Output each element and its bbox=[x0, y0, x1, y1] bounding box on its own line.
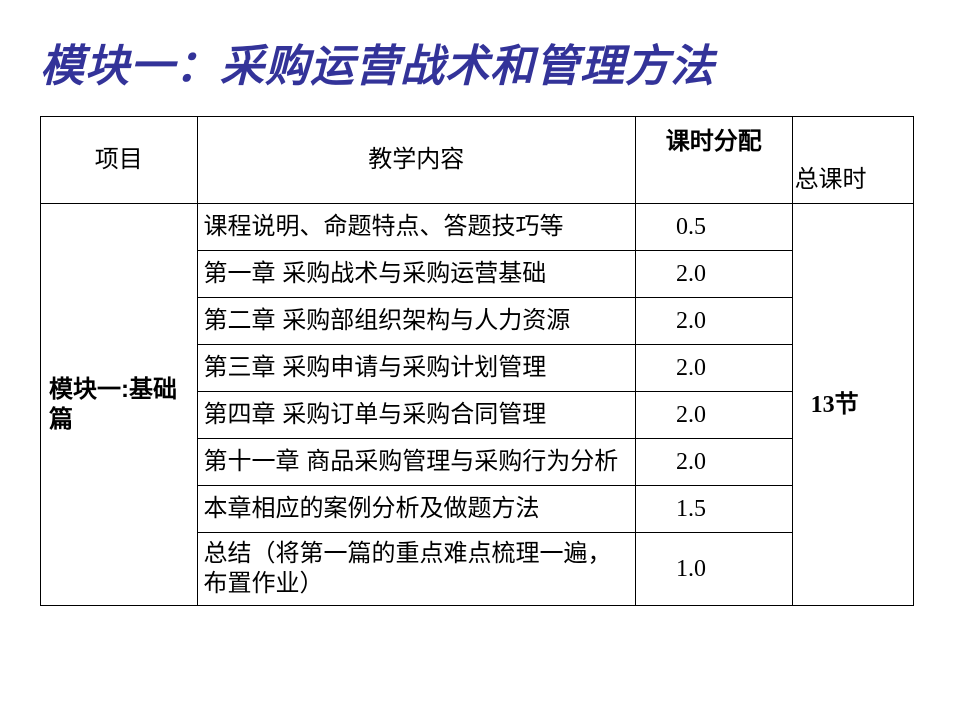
course-table: 项目 教学内容 课时分配 总课时 模块一:基础篇 课程说明、命题特点、答题技巧等… bbox=[40, 116, 914, 606]
hours-cell: 2.0 bbox=[636, 345, 793, 392]
page-title: 模块一：采购运营战术和管理方法 bbox=[40, 30, 920, 94]
content-cell: 第一章 采购战术与采购运营基础 bbox=[197, 251, 636, 298]
content-cell: 本章相应的案例分析及做题方法 bbox=[197, 486, 636, 533]
content-cell: 第三章 采购申请与采购计划管理 bbox=[197, 345, 636, 392]
content-cell: 总结（将第一篇的重点难点梳理一遍，布置作业） bbox=[197, 533, 636, 606]
table-row: 模块一:基础篇 课程说明、命题特点、答题技巧等 0.5 13节 bbox=[41, 204, 914, 251]
hours-cell: 0.5 bbox=[636, 204, 793, 251]
hours-value: 1.0 bbox=[676, 556, 706, 582]
hours-cell: 2.0 bbox=[636, 392, 793, 439]
hours-value: 2.0 bbox=[676, 355, 706, 381]
project-cell: 模块一:基础篇 bbox=[41, 204, 198, 606]
hours-value: 2.0 bbox=[676, 402, 706, 428]
content-cell: 第四章 采购订单与采购合同管理 bbox=[197, 392, 636, 439]
header-total: 总课时 bbox=[792, 117, 913, 204]
content-cell: 第二章 采购部组织架构与人力资源 bbox=[197, 298, 636, 345]
total-unit: 节 bbox=[835, 391, 859, 418]
hours-value: 2.0 bbox=[676, 449, 706, 475]
content-cell: 第十一章 商品采购管理与采购行为分析 bbox=[197, 439, 636, 486]
hours-value: 2.0 bbox=[676, 308, 706, 334]
hours-cell: 1.5 bbox=[636, 486, 793, 533]
header-project: 项目 bbox=[41, 117, 198, 204]
content-cell: 课程说明、命题特点、答题技巧等 bbox=[197, 204, 636, 251]
total-cell: 13节 bbox=[792, 204, 913, 606]
table-header-row: 项目 教学内容 课时分配 总课时 bbox=[41, 117, 914, 204]
hours-value: 1.5 bbox=[676, 496, 706, 522]
header-hours: 课时分配 bbox=[636, 117, 793, 204]
slide: 模块一：采购运营战术和管理方法 项目 教学内容 课时分配 总课时 模块一:基础篇… bbox=[0, 0, 960, 720]
hours-cell: 1.0 bbox=[636, 533, 793, 606]
hours-cell: 2.0 bbox=[636, 298, 793, 345]
header-content: 教学内容 bbox=[197, 117, 636, 204]
total-num: 13 bbox=[811, 392, 835, 418]
hours-value: 0.5 bbox=[676, 214, 706, 240]
hours-cell: 2.0 bbox=[636, 251, 793, 298]
hours-cell: 2.0 bbox=[636, 439, 793, 486]
hours-value: 2.0 bbox=[676, 261, 706, 287]
